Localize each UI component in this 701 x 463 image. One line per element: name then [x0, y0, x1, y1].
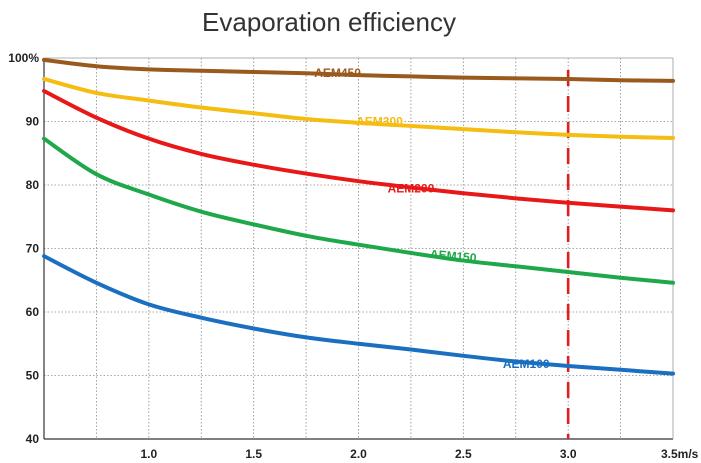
- series-label-aem150: AEM150: [429, 247, 477, 265]
- y-tick-label: 70: [26, 242, 40, 256]
- y-tick-label: 50: [26, 369, 40, 383]
- grid: [44, 58, 673, 439]
- series-line-aem200: [42, 89, 675, 213]
- x-tick-label: 3.5m/s: [661, 447, 699, 461]
- series-label-aem100: AEM100: [503, 357, 550, 371]
- series-line-aem150: [42, 136, 675, 285]
- series-label-aem300: AEM300: [356, 114, 403, 128]
- series-line-aem450: [42, 57, 675, 83]
- series-lines: [42, 57, 675, 376]
- x-axis-ticks: 1.0 1.5 2.0 2.5 3.0 3.5m/s: [140, 447, 698, 461]
- series-label-aem200: AEM200: [388, 182, 435, 196]
- y-tick-label: 60: [26, 305, 40, 319]
- y-tick-label: 90: [26, 115, 40, 129]
- series-line-aem300: [42, 76, 675, 141]
- y-axis-ticks: 40 50 60 70 80 90 100%: [8, 51, 39, 446]
- x-tick-label: 2.5: [455, 447, 472, 461]
- y-tick-label: 100%: [8, 51, 39, 65]
- y-tick-label: 40: [26, 432, 40, 446]
- x-tick-label: 3.0: [560, 447, 577, 461]
- series-line-aem100: [42, 254, 675, 376]
- x-tick-label: 1.0: [140, 447, 157, 461]
- chart-title: Evaporation efficiency: [202, 7, 456, 37]
- x-tick-label: 2.0: [350, 447, 367, 461]
- y-tick-label: 80: [26, 178, 40, 192]
- series-labels: AEM450 AEM300 AEM200 AEM150 AEM100: [314, 66, 550, 371]
- series-label-aem450: AEM450: [314, 66, 361, 80]
- x-tick-label: 1.5: [245, 447, 262, 461]
